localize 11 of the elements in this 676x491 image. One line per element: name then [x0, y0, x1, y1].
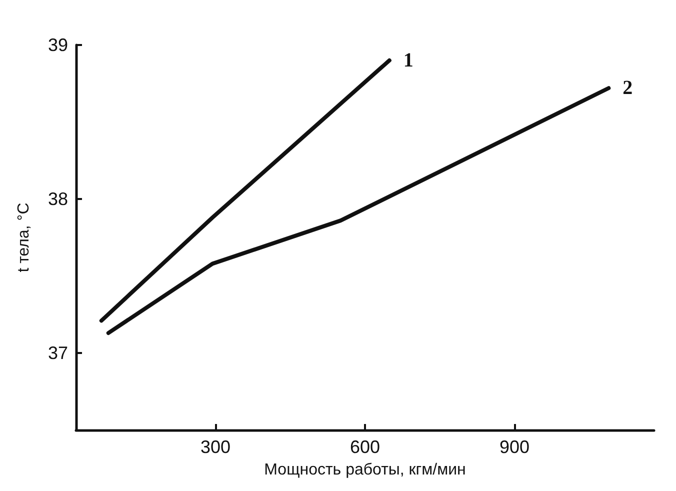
x-tick-label: 600	[350, 437, 380, 457]
x-axis-title: Мощность работы, кгм/мин	[264, 462, 466, 478]
line-series	[106, 86, 611, 335]
x-tick-label: 900	[499, 437, 530, 457]
series-label: 2	[622, 77, 633, 100]
y-tick-label: 37	[48, 343, 68, 363]
y-tick-label: 39	[48, 35, 68, 55]
y-axis-title: t тела, °С	[16, 202, 32, 272]
series-label: 1	[403, 49, 414, 72]
y-tick-label: 38	[48, 189, 68, 209]
x-tick-label: 300	[200, 437, 231, 457]
